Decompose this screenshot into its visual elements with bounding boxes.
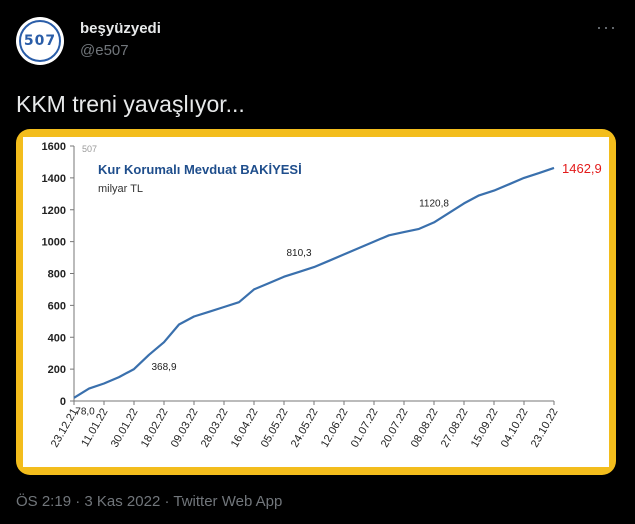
y-tick-label: 400 (48, 332, 66, 344)
y-tick-label: 200 (48, 364, 66, 376)
y-tick-label: 600 (48, 300, 66, 312)
data-label: 810,3 (286, 248, 311, 259)
data-label: 368,9 (151, 362, 176, 373)
footer-separator: · (75, 493, 81, 510)
y-tick-label: 800 (48, 269, 66, 281)
chart-background (23, 137, 609, 467)
avatar[interactable]: 507 (16, 17, 64, 65)
user-handle[interactable]: @e507 (80, 42, 129, 59)
tweet-source[interactable]: Twitter Web App (173, 493, 283, 510)
line-chart: 0200400600800100012001400160023.12.2111.… (23, 137, 609, 467)
display-name[interactable]: beşyüzyedi (80, 20, 161, 37)
footer-separator: · (164, 493, 170, 510)
series-line (73, 166, 555, 399)
tweet-date[interactable]: 3 Kas 2022 (84, 493, 161, 510)
chart-subtitle: milyar TL (98, 183, 143, 195)
avatar-logo: 507 (19, 20, 61, 62)
y-tick-label: 1000 (42, 237, 66, 249)
tweet-media[interactable]: 0 200 400 600 800 1000 1200 1400 1600 23.12.21 11.… (16, 129, 616, 475)
y-tick-label: 0 (60, 396, 66, 408)
chart-watermark: 507 (82, 144, 97, 154)
data-label: 1120,8 (419, 198, 449, 209)
tweet-text: KKM treni yavaşlıyor... (16, 91, 245, 117)
chart-title: Kur Korumalı Mevduat BAKİYESİ (98, 162, 302, 177)
y-tick-label: 1400 (42, 173, 66, 185)
more-dots-icon[interactable]: ··· (596, 17, 617, 37)
last-value-label: 1462,9 (562, 161, 602, 176)
tweet-footer: ÖS 2:19 · 3 Kas 2022 · Twitter Web App (16, 493, 282, 510)
y-tick-label: 1200 (42, 205, 66, 217)
data-label: 78,0 (75, 407, 95, 418)
y-tick-label: 1600 (42, 141, 66, 153)
tweet-time[interactable]: ÖS 2:19 (16, 493, 72, 510)
